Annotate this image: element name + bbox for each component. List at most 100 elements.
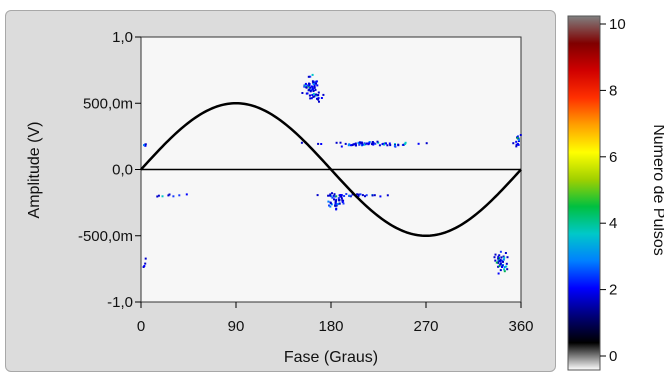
data-point [311,80,314,83]
data-point [335,141,338,144]
data-point [144,144,147,147]
data-point [304,84,307,87]
data-point [425,142,428,145]
data-point [515,140,518,143]
data-point [317,91,320,94]
data-point [306,84,309,87]
data-point [349,144,352,147]
data-point [330,203,333,206]
data-point [506,256,509,259]
data-point [304,82,307,85]
data-point [504,252,507,254]
data-point [327,194,330,197]
data-point [379,195,382,198]
data-point [344,142,347,145]
data-point [499,262,502,265]
data-point [354,144,357,147]
data-point [345,193,348,195]
colorbar [567,15,601,371]
x-tick-label: 90 [228,318,245,335]
data-point [512,142,515,145]
data-point [495,261,498,264]
data-point [505,265,508,268]
data-point [358,143,361,146]
data-point [316,94,319,97]
y-tick-label: -500,0m [78,228,133,245]
data-point [349,195,352,198]
data-point [501,264,504,267]
data-point [315,93,318,96]
data-point [333,198,335,201]
data-point [312,83,315,85]
data-point [366,142,368,145]
data-point [313,95,316,98]
data-point [310,97,313,100]
data-point [494,253,497,256]
data-point [312,95,315,98]
data-point [317,98,320,101]
data-point [342,202,345,205]
data-point [359,193,362,196]
data-point [314,80,317,83]
data-point [363,143,366,146]
data-point [336,203,339,206]
data-point [309,75,312,78]
data-point [394,145,397,148]
y-tick-label: 1,0 [112,29,133,46]
data-point [339,194,342,196]
data-point [502,255,505,258]
data-point [309,97,312,100]
data-point [185,193,188,196]
data-point [322,93,325,96]
colorbar-title: Numero de Pulsos [650,124,664,256]
data-point [305,86,308,89]
data-point [389,144,392,147]
scatter-points [142,73,522,275]
data-point [368,142,370,145]
data-point [320,143,323,145]
data-point [361,143,364,146]
data-point [335,208,338,211]
data-point [494,259,497,262]
data-point [338,202,341,205]
data-point [515,145,518,148]
data-point [498,254,501,257]
data-point [329,202,332,205]
data-point [329,205,332,208]
data-point [348,143,351,146]
data-point [315,80,318,83]
data-point [167,194,170,197]
data-point [307,85,310,88]
data-point [334,200,337,203]
data-point [314,88,317,91]
data-point [351,144,354,147]
data-point [348,194,351,197]
data-point [373,194,376,197]
data-point [503,256,506,259]
colorbar-tick-label: 10 [609,16,626,33]
colorbar-tick-label: 4 [609,215,617,232]
data-point [374,142,377,145]
data-point [361,194,364,197]
data-point [144,257,147,260]
data-point [334,204,337,207]
data-point [498,265,501,268]
data-point [357,193,360,196]
data-point [143,265,146,267]
data-point [371,141,374,144]
data-point [394,143,396,146]
data-point [311,88,314,90]
data-point [402,143,405,146]
data-point [376,140,379,143]
y-axis-ticks: 1,0 500,0m 0,0 -500,0m -1,0 [78,29,141,311]
data-point [172,195,175,198]
data-point [338,198,341,201]
data-point [404,141,407,144]
data-point [311,94,314,96]
data-point [333,195,336,198]
data-point [341,201,344,203]
data-point [505,262,508,265]
data-point [357,195,360,197]
data-point [316,194,319,197]
data-point [497,255,500,258]
